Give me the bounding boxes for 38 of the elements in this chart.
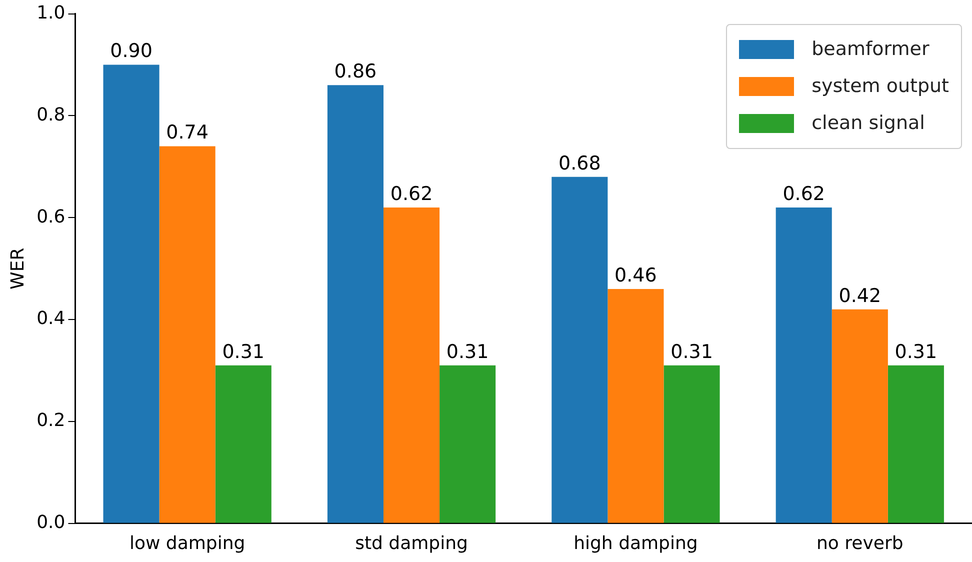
bar (383, 207, 440, 523)
bar (103, 64, 160, 523)
data-label: 0.31 (446, 340, 489, 363)
y-tick-label: 0.8 (36, 104, 66, 126)
legend-label: beamformer (812, 38, 930, 60)
data-label: 0.86 (334, 60, 377, 83)
x-tick-label: std damping (355, 532, 468, 554)
data-label: 0.42 (838, 284, 882, 307)
y-tick-label: 0.0 (36, 512, 66, 534)
y-tick-label: 0.2 (36, 410, 66, 432)
data-label: 0.46 (614, 264, 657, 286)
bar (776, 207, 832, 523)
data-label: 0.31 (894, 340, 938, 363)
bar (552, 176, 608, 523)
data-label: 0.31 (670, 340, 713, 363)
y-tick-label: 0.6 (36, 206, 66, 228)
legend-label: system output (812, 75, 949, 98)
bar (832, 309, 888, 523)
y-axis-title: WER (7, 248, 28, 290)
data-label: 0.31 (222, 340, 265, 363)
legend-label: clean signal (812, 112, 925, 134)
data-label: 0.90 (110, 40, 152, 62)
bar (440, 365, 496, 523)
data-label: 0.62 (782, 182, 826, 205)
bar (664, 365, 720, 523)
bar (327, 85, 384, 523)
data-label: 0.68 (558, 152, 601, 174)
y-tick-label: 1.0 (36, 2, 66, 24)
bar (215, 365, 272, 523)
x-tick-label: high damping (574, 532, 698, 554)
bar (608, 288, 664, 523)
data-label: 0.62 (390, 182, 433, 205)
y-tick-label: 0.4 (36, 308, 66, 330)
x-tick-label: no reverb (816, 532, 904, 554)
data-label: 0.74 (166, 122, 208, 144)
bar (159, 146, 216, 523)
x-tick-label: low damping (129, 532, 246, 554)
bar (888, 365, 944, 523)
